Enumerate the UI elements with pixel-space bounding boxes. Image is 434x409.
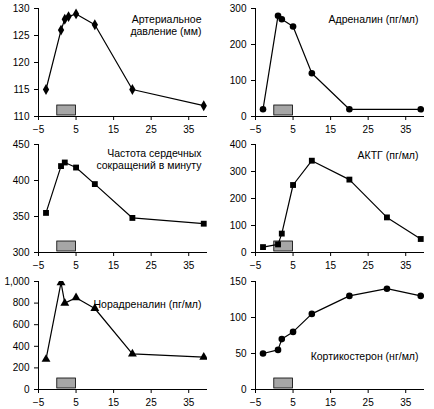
svg-text:15: 15	[108, 124, 120, 135]
svg-text:Адреналин (пг/мл): Адреналин (пг/мл)	[329, 13, 419, 25]
svg-text:150: 150	[230, 275, 247, 286]
svg-text:800: 800	[13, 297, 30, 308]
svg-text:5: 5	[290, 396, 296, 407]
svg-text:−5: −5	[33, 396, 45, 407]
svg-text:Артериальноедавление (мм): Артериальноедавление (мм)	[130, 13, 201, 37]
svg-text:35: 35	[183, 260, 195, 271]
svg-text:Норадреналин (пг/мл): Норадреналин (пг/мл)	[93, 298, 201, 310]
svg-text:300: 300	[230, 166, 247, 177]
svg-text:0: 0	[241, 247, 247, 258]
svg-text:50: 50	[235, 347, 247, 358]
svg-text:200: 200	[230, 193, 247, 204]
svg-text:100: 100	[230, 75, 247, 86]
svg-text:450: 450	[13, 139, 30, 150]
svg-text:25: 25	[146, 260, 158, 271]
svg-text:15: 15	[108, 396, 120, 407]
svg-text:400: 400	[13, 175, 30, 186]
svg-text:400: 400	[230, 139, 247, 150]
svg-text:5: 5	[73, 396, 79, 407]
svg-text:Частота сердечныхсокращений в: Частота сердечныхсокращений в минуту	[96, 147, 202, 171]
svg-text:200: 200	[13, 362, 30, 373]
svg-text:300: 300	[230, 3, 247, 14]
svg-text:−5: −5	[33, 260, 45, 271]
svg-text:5: 5	[290, 124, 296, 135]
svg-text:300: 300	[13, 247, 30, 258]
svg-text:400: 400	[13, 340, 30, 351]
svg-text:35: 35	[400, 396, 412, 407]
svg-text:1,000: 1,000	[4, 275, 29, 286]
svg-text:25: 25	[363, 260, 375, 271]
svg-text:0: 0	[24, 383, 30, 394]
svg-text:25: 25	[146, 396, 158, 407]
svg-text:0: 0	[241, 111, 247, 122]
svg-text:−5: −5	[250, 396, 262, 407]
svg-text:115: 115	[14, 84, 30, 95]
svg-text:−5: −5	[250, 260, 262, 271]
svg-text:5: 5	[73, 124, 79, 135]
svg-text:600: 600	[13, 319, 30, 330]
svg-text:25: 25	[146, 124, 158, 135]
svg-text:100: 100	[230, 311, 247, 322]
svg-text:35: 35	[400, 260, 412, 271]
svg-text:5: 5	[290, 260, 296, 271]
svg-text:25: 25	[363, 124, 375, 135]
svg-text:−5: −5	[33, 124, 45, 135]
svg-text:200: 200	[230, 39, 247, 50]
svg-text:15: 15	[325, 124, 337, 135]
svg-text:100: 100	[230, 220, 247, 231]
svg-text:110: 110	[14, 111, 30, 122]
svg-text:130: 130	[13, 3, 30, 14]
svg-text:35: 35	[183, 396, 195, 407]
svg-text:5: 5	[73, 260, 79, 271]
svg-text:−5: −5	[250, 124, 262, 135]
svg-text:АКТГ (пг/мл): АКТГ (пг/мл)	[358, 149, 419, 161]
svg-text:15: 15	[108, 260, 120, 271]
svg-text:15: 15	[325, 260, 337, 271]
svg-text:35: 35	[400, 124, 412, 135]
svg-text:35: 35	[183, 124, 195, 135]
svg-text:Кортикостерон (нг/мл): Кортикостерон (нг/мл)	[311, 350, 419, 362]
svg-text:15: 15	[325, 396, 337, 407]
svg-text:120: 120	[13, 57, 30, 68]
svg-text:0: 0	[241, 383, 247, 394]
svg-text:25: 25	[363, 396, 375, 407]
svg-text:350: 350	[13, 211, 30, 222]
svg-text:125: 125	[13, 30, 30, 41]
